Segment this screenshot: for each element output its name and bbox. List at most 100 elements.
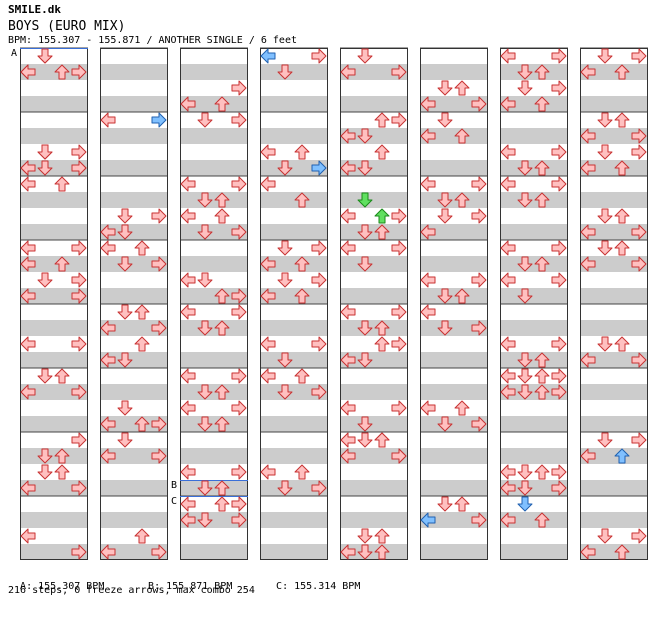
up-arrow-icon: [134, 240, 150, 256]
beat-stripe: [100, 64, 168, 80]
right-arrow-icon: [71, 544, 87, 560]
up-arrow-icon: [294, 288, 310, 304]
beat-stripe: [340, 64, 408, 80]
right-arrow-icon: [231, 496, 247, 512]
beat-stripe: [500, 352, 568, 368]
right-arrow-icon: [311, 160, 327, 176]
left-arrow-icon: [340, 432, 356, 448]
down-arrow-icon: [197, 112, 213, 128]
up-arrow-icon: [134, 528, 150, 544]
right-arrow-icon: [311, 336, 327, 352]
brand-name: SMILE.dk: [8, 3, 61, 16]
beat-stripe: [20, 192, 88, 208]
beat-stripe: [420, 64, 488, 80]
beat-stripe: [420, 320, 488, 336]
down-arrow-icon: [517, 384, 533, 400]
up-arrow-icon: [214, 480, 230, 496]
down-arrow-icon: [597, 48, 613, 64]
beat-stripe: [340, 288, 408, 304]
left-arrow-icon: [500, 384, 516, 400]
beat-stripe: [20, 352, 88, 368]
up-arrow-icon: [374, 224, 390, 240]
right-arrow-icon: [71, 480, 87, 496]
beat-stripe: [420, 416, 488, 432]
down-arrow-icon: [357, 192, 373, 208]
right-arrow-icon: [471, 176, 487, 192]
up-arrow-icon: [454, 288, 470, 304]
beat-stripe: [260, 352, 328, 368]
left-arrow-icon: [340, 160, 356, 176]
up-arrow-icon: [374, 208, 390, 224]
song-title: BOYS (EURO MIX): [8, 19, 126, 34]
beat-stripe: [20, 480, 88, 496]
beat-stripe: [260, 160, 328, 176]
beat-stripe: [20, 416, 88, 432]
left-arrow-icon: [180, 400, 196, 416]
marker-c: C: [171, 496, 178, 507]
beat-stripe: [580, 544, 648, 560]
left-arrow-icon: [420, 512, 436, 528]
left-arrow-icon: [500, 240, 516, 256]
beat-stripe: [260, 64, 328, 80]
left-arrow-icon: [500, 272, 516, 288]
left-arrow-icon: [180, 496, 196, 512]
down-arrow-icon: [437, 496, 453, 512]
right-arrow-icon: [391, 112, 407, 128]
right-arrow-icon: [551, 176, 567, 192]
left-arrow-icon: [500, 144, 516, 160]
beat-stripe: [580, 160, 648, 176]
down-arrow-icon: [277, 352, 293, 368]
down-arrow-icon: [117, 224, 133, 240]
left-arrow-icon: [420, 128, 436, 144]
left-arrow-icon: [420, 96, 436, 112]
right-arrow-icon: [71, 432, 87, 448]
beat-stripe: [180, 480, 248, 496]
left-arrow-icon: [100, 112, 116, 128]
up-arrow-icon: [534, 192, 550, 208]
up-arrow-icon: [614, 64, 630, 80]
chart-column-border: [260, 48, 328, 560]
beat-stripe: [580, 512, 648, 528]
right-arrow-icon: [71, 144, 87, 160]
right-arrow-icon: [551, 336, 567, 352]
down-arrow-icon: [37, 48, 53, 64]
beat-stripe: [100, 352, 168, 368]
beat-stripe: [20, 288, 88, 304]
beat-stripe: [180, 448, 248, 464]
left-arrow-icon: [260, 288, 276, 304]
up-arrow-icon: [54, 464, 70, 480]
beat-stripe: [500, 448, 568, 464]
beat-stripe: [340, 384, 408, 400]
left-arrow-icon: [340, 448, 356, 464]
bpm-legend: A: 155.307 BPM B: 155.871 BPM C: 155.314 B…: [8, 570, 360, 592]
right-arrow-icon: [151, 256, 167, 272]
right-arrow-icon: [71, 160, 87, 176]
right-arrow-icon: [231, 304, 247, 320]
up-arrow-icon: [294, 192, 310, 208]
beat-stripe: [100, 288, 168, 304]
left-arrow-icon: [20, 160, 36, 176]
beat-stripe: [20, 64, 88, 80]
right-arrow-icon: [151, 416, 167, 432]
left-arrow-icon: [20, 256, 36, 272]
down-arrow-icon: [597, 336, 613, 352]
down-arrow-icon: [197, 384, 213, 400]
up-arrow-icon: [614, 336, 630, 352]
beat-stripe: [580, 96, 648, 112]
beat-stripe: [100, 224, 168, 240]
beat-stripe: [500, 224, 568, 240]
beat-stripe: [180, 96, 248, 112]
left-arrow-icon: [340, 208, 356, 224]
left-arrow-icon: [100, 320, 116, 336]
right-arrow-icon: [551, 464, 567, 480]
up-arrow-icon: [374, 320, 390, 336]
beat-stripe: [340, 352, 408, 368]
step-stats: 216 steps, 0 freeze arrows, max combo 25…: [8, 585, 255, 596]
down-arrow-icon: [37, 368, 53, 384]
right-arrow-icon: [231, 400, 247, 416]
beat-stripe: [420, 384, 488, 400]
right-arrow-icon: [551, 480, 567, 496]
left-arrow-icon: [340, 64, 356, 80]
left-arrow-icon: [20, 288, 36, 304]
beat-stripe: [260, 288, 328, 304]
